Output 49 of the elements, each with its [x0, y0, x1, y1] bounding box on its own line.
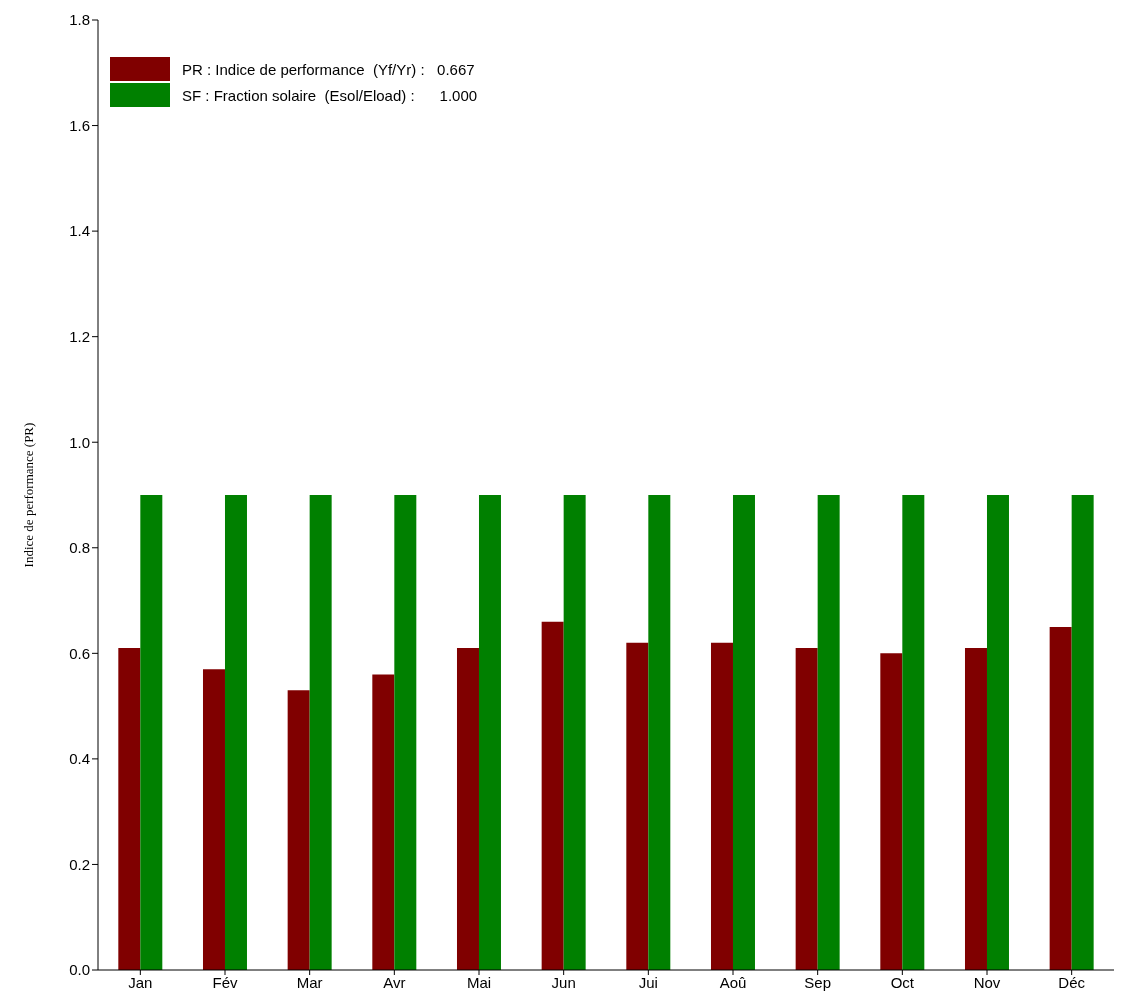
bar — [648, 495, 671, 970]
y-tick-label: 1.8 — [69, 11, 90, 29]
bar — [986, 495, 1009, 970]
bar — [394, 495, 417, 970]
y-tick-label: 0.8 — [69, 539, 90, 557]
bar — [880, 653, 903, 970]
bar — [795, 648, 818, 970]
y-tick-label: 1.2 — [69, 327, 90, 345]
x-tick-label: Nov — [973, 973, 1001, 991]
x-tick-label: Déc — [1058, 973, 1086, 991]
bar — [1049, 626, 1072, 970]
y-axis-title: Indice de performance (PR) — [20, 422, 36, 568]
bar — [902, 495, 925, 970]
bar — [309, 495, 332, 970]
bar — [626, 642, 649, 970]
x-tick-label: Jun — [551, 973, 576, 991]
y-tick-label: 0.4 — [69, 750, 90, 768]
bar — [817, 495, 840, 970]
x-tick-label: Jui — [638, 973, 658, 991]
bar — [287, 690, 310, 970]
y-tick-label: 0.6 — [69, 644, 90, 662]
y-tick-label: 1.0 — [69, 433, 90, 451]
bar — [1071, 495, 1094, 970]
bar — [541, 621, 564, 970]
x-tick-label: Aoû — [719, 973, 747, 991]
y-tick-label: 1.4 — [69, 222, 90, 240]
x-tick-label: Sep — [804, 973, 832, 991]
bar — [224, 495, 247, 970]
bar — [456, 648, 479, 970]
legend-label: SF : Fraction solaire (Esol/Eload) : 1.000 — [182, 86, 478, 104]
bar — [710, 642, 733, 970]
x-tick-label: Fév — [212, 973, 238, 991]
x-tick-label: Avr — [383, 973, 406, 991]
legend-label: PR : Indice de performance (Yf/Yr) : 0.667 — [182, 60, 475, 78]
bar — [202, 669, 225, 970]
y-tick-label: 1.6 — [69, 116, 90, 134]
x-tick-label: Mar — [296, 973, 323, 991]
bar — [140, 495, 163, 970]
bar — [118, 648, 141, 970]
bar — [732, 495, 755, 970]
x-tick-label: Oct — [890, 973, 915, 991]
x-tick-label: Jan — [128, 973, 153, 991]
bar — [964, 648, 987, 970]
x-tick-label: Mai — [466, 973, 492, 991]
y-tick-label: 0.2 — [69, 855, 90, 873]
bar — [478, 495, 501, 970]
bar — [563, 495, 586, 970]
y-tick-label: 0.0 — [69, 961, 90, 979]
bar — [372, 674, 395, 970]
